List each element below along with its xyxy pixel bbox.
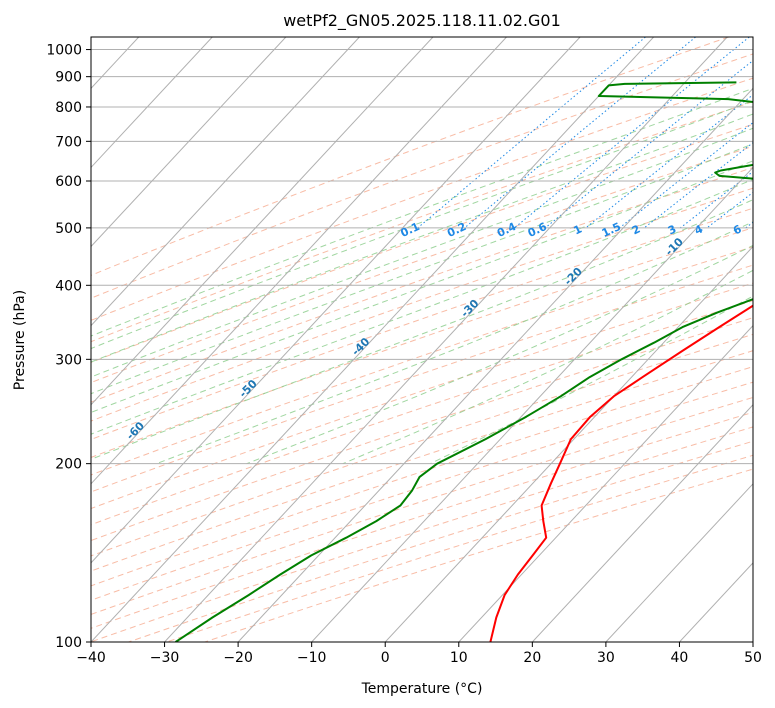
x-tick-label: −20	[223, 650, 253, 666]
x-tick-label: −40	[76, 650, 106, 666]
isotherm-line	[91, 37, 507, 485]
isotherm-line	[531, 403, 753, 642]
dry-adiabat	[91, 282, 753, 510]
dry-adiabat	[91, 207, 753, 440]
isotherm-line	[91, 37, 434, 406]
profiles	[175, 81, 753, 642]
mixing-ratio-line	[514, 37, 750, 229]
y-tick-label: 700	[55, 134, 82, 150]
dry-adiabat	[91, 426, 753, 642]
adiabat-label: -30	[458, 297, 481, 320]
x-tick-label: 0	[381, 650, 390, 666]
moist-adiabat	[91, 199, 753, 460]
isotherm-line	[91, 37, 655, 642]
moist-adiabat	[91, 113, 753, 363]
moist-adiabat	[342, 269, 753, 465]
dry-adiabat	[91, 396, 753, 615]
dry-adiabat	[91, 317, 753, 542]
iso-labels: 0.1 0.2 0.4 0.6 1 1.5 2 3 4 6-60-50-40-30-20-10	[124, 220, 744, 443]
isotherm-line	[0, 37, 65, 642]
mixing-ratio-line	[464, 37, 696, 229]
grid-lines	[0, 37, 753, 642]
isotherm-line	[605, 483, 753, 642]
y-tick-label: 600	[55, 174, 82, 190]
moist-adiabat	[429, 295, 753, 465]
isotherm-line	[458, 324, 753, 642]
isotherm-line	[91, 37, 287, 248]
moist-adiabat	[91, 87, 753, 337]
y-tick-label: 900	[55, 70, 82, 86]
dry-adiabat	[91, 366, 753, 587]
x-tick-label: 50	[744, 650, 762, 666]
dry-adiabat	[91, 77, 753, 321]
profile-line	[175, 81, 753, 642]
y-axis-label: Pressure (hPa)	[12, 290, 28, 390]
mixing-ratio-label: 4	[692, 222, 705, 237]
mixing-ratio-line	[619, 121, 753, 229]
mixing-ratio-line	[417, 37, 646, 229]
mixing-ratio-line	[643, 142, 753, 229]
x-axis-ticks: −40 −30 −20 −10 0 10 20 30 40 50	[76, 642, 762, 666]
isotherm-line	[311, 166, 753, 642]
y-tick-label: 300	[55, 352, 82, 368]
moist-adiabat	[91, 100, 753, 350]
chart-title: wetPf2_GN05.2025.118.11.02.G01	[283, 11, 561, 31]
dry-adiabat	[91, 53, 753, 299]
isotherm-line	[384, 245, 753, 642]
x-tick-label: 40	[671, 650, 689, 666]
dry-adiabat	[91, 333, 753, 557]
y-tick-label: 500	[55, 221, 82, 237]
y-tick-label: 200	[55, 457, 82, 473]
adiabat-label: -10	[663, 235, 686, 258]
isotherm-line	[679, 562, 753, 642]
isotherm-line	[237, 87, 753, 642]
mixing-ratio-label: 0.1	[399, 220, 422, 240]
moist-adiabat	[156, 221, 753, 465]
mixing-ratio-label: 1.5	[600, 220, 623, 240]
moist-adiabat	[91, 143, 753, 395]
y-axis-ticks: 100 200 300 400 500 600 700 800 900 1000	[46, 43, 91, 651]
mixing-ratio-label: 0.4	[495, 220, 518, 240]
isotherm-line	[91, 37, 360, 327]
dry-adiabat	[91, 264, 753, 493]
x-axis-label: Temperature (°C)	[361, 681, 483, 697]
x-tick-label: −10	[297, 650, 327, 666]
x-tick-label: −30	[150, 650, 180, 666]
isotherm-line	[91, 37, 581, 564]
y-tick-label: 800	[55, 100, 82, 116]
dry-adiabat	[91, 145, 753, 384]
isotherm-line	[752, 641, 753, 642]
dry-adiabat	[91, 187, 753, 422]
profile-line	[489, 304, 753, 642]
moist-adiabat	[91, 127, 753, 378]
isotherm-line	[91, 37, 213, 169]
mixing-ratio-label: 6	[731, 222, 744, 237]
isotherm-line	[164, 37, 728, 642]
mixing-ratio-line	[544, 59, 753, 229]
x-tick-label: 30	[597, 650, 615, 666]
mixing-ratio-line	[745, 221, 753, 229]
adiabat-label: -20	[562, 265, 585, 288]
dry-adiabat	[91, 37, 729, 276]
y-tick-label: 1000	[46, 43, 82, 59]
dry-adiabat	[91, 227, 753, 458]
y-tick-label: 400	[55, 278, 82, 294]
moist-adiabat	[91, 160, 753, 414]
y-tick-label: 100	[55, 635, 82, 651]
plot-frame	[90, 36, 754, 643]
adiabat-label: -40	[349, 335, 372, 358]
x-tick-label: 20	[523, 650, 541, 666]
x-tick-label: 10	[450, 650, 468, 666]
dry-adiabat	[91, 167, 753, 403]
dry-adiabat	[204, 468, 753, 642]
mixing-ratio-label: 2	[630, 222, 642, 237]
moist-adiabat	[246, 244, 753, 465]
